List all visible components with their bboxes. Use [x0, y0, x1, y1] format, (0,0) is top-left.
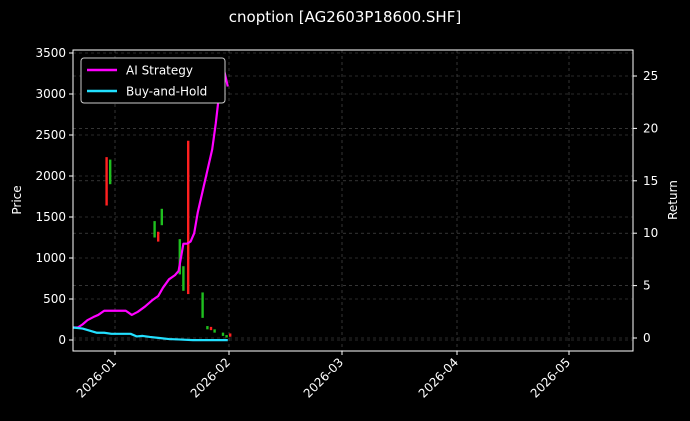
- x-tick-label: 2026-02: [188, 355, 233, 400]
- candle: [153, 221, 156, 238]
- x-tick-label: 2026-01: [74, 355, 119, 400]
- candle: [160, 208, 163, 226]
- y-tick-label: 1500: [35, 210, 66, 224]
- candle: [109, 159, 112, 185]
- candle: [209, 326, 213, 331]
- x-tick-label: 2026-03: [301, 355, 346, 400]
- candle: [229, 333, 232, 337]
- y2-tick-label: 20: [643, 121, 658, 135]
- candle: [182, 266, 185, 291]
- y-tick-label: 2500: [35, 128, 66, 142]
- x-tick-label: 2026-05: [528, 355, 573, 400]
- y-tick-label: 0: [58, 333, 66, 347]
- legend-label: Buy-and-Hold: [126, 85, 207, 99]
- y2-axis-label: Return: [666, 180, 680, 220]
- plot-frame: [72, 49, 634, 352]
- candle: [221, 332, 225, 336]
- candlesticks: [105, 140, 232, 338]
- x-tick-label: 2026-04: [416, 355, 461, 400]
- buy-and-hold-line: [72, 326, 228, 342]
- candle: [157, 231, 160, 242]
- y2-tick-label: 10: [643, 226, 658, 240]
- candle: [178, 239, 181, 275]
- y-axis-label: Price: [10, 185, 24, 214]
- candle: [187, 140, 190, 295]
- y2-tick-label: 15: [643, 174, 658, 188]
- y2-tick-label: 5: [643, 279, 651, 293]
- y-tick-label: 1000: [35, 251, 66, 265]
- y-tick-label: 3500: [35, 46, 66, 60]
- y2-tick-label: 25: [643, 69, 658, 83]
- y-tick-label: 2000: [35, 169, 66, 183]
- candle: [105, 157, 108, 206]
- legend: AI Strategy Buy-and-Hold: [80, 57, 226, 104]
- ai-strategy-line: [73, 64, 229, 329]
- y2-tick-label: 0: [643, 331, 651, 345]
- candle: [225, 335, 228, 338]
- candle: [201, 292, 204, 318]
- chart-title: cnoption [AG2603P18600.SHF]: [228, 8, 462, 26]
- legend-label: AI Strategy: [126, 64, 193, 78]
- candle: [206, 326, 209, 330]
- y-tick-label: 500: [43, 292, 66, 306]
- candle: [213, 329, 216, 333]
- y-tick-label: 3000: [35, 87, 66, 101]
